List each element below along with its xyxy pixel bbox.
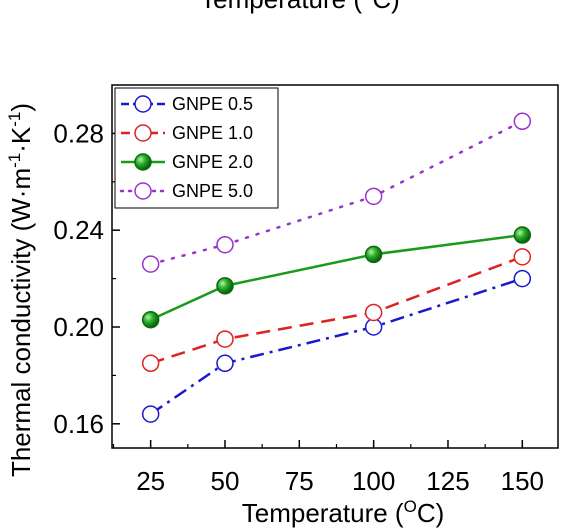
series-line-0 — [149, 277, 523, 416]
x-axis-title: Temperature (OC) — [242, 497, 445, 528]
data-point — [513, 112, 532, 131]
data-point — [141, 405, 160, 423]
x-tick-label: 50 — [211, 466, 240, 496]
data-point — [216, 330, 234, 348]
legend-marker — [134, 153, 152, 171]
legend-label: GNPE 5.0 — [172, 181, 253, 201]
x-tick-label: 125 — [426, 466, 469, 496]
series-line-3 — [149, 120, 524, 266]
y-tick-label: 0.28 — [53, 118, 104, 148]
data-point — [141, 310, 160, 329]
plot-frame — [111, 84, 559, 449]
legend-marker — [134, 182, 152, 200]
y-tick-label: 0.20 — [53, 312, 104, 342]
x-axis-ticks: 25 50 75 100 125 150 — [112, 440, 544, 496]
top-cropped-title: Temperature (°C) — [200, 0, 400, 14]
legend-label: GNPE 1.0 — [172, 123, 253, 143]
y-tick-label: 0.24 — [53, 215, 104, 245]
data-point — [141, 354, 160, 373]
series-line-2 — [150, 233, 523, 321]
x-tick-label: 150 — [501, 466, 544, 496]
legend-marker — [134, 95, 152, 113]
y-axis-ticks: 0.16 0.20 0.24 0.28 — [53, 118, 120, 439]
data-point — [364, 318, 383, 336]
x-tick-label: 75 — [285, 466, 314, 496]
data-point — [364, 187, 383, 206]
data-point — [216, 235, 234, 254]
data-point — [141, 255, 160, 273]
y-tick-label: 0.16 — [53, 409, 104, 439]
data-point — [364, 245, 383, 264]
data-point — [513, 248, 532, 266]
legend: GNPE 0.5 GNPE 1.0 GNPE 2.0 GNPE 5.0 — [114, 87, 279, 209]
data-point — [216, 354, 234, 373]
data-point — [513, 269, 532, 288]
legend-marker — [134, 124, 152, 142]
legend-label: GNPE 0.5 — [172, 94, 253, 114]
x-tick-label: 100 — [352, 466, 395, 496]
data-point — [216, 277, 234, 295]
x-tick-label: 25 — [136, 466, 165, 496]
series-line-1 — [150, 255, 523, 365]
legend-label: GNPE 2.0 — [172, 152, 253, 172]
series-layer — [141, 112, 532, 423]
data-point — [364, 303, 383, 322]
y-axis-title: Thermal conductivity (W·m-1·K-1) — [5, 103, 36, 477]
data-point — [513, 226, 532, 244]
